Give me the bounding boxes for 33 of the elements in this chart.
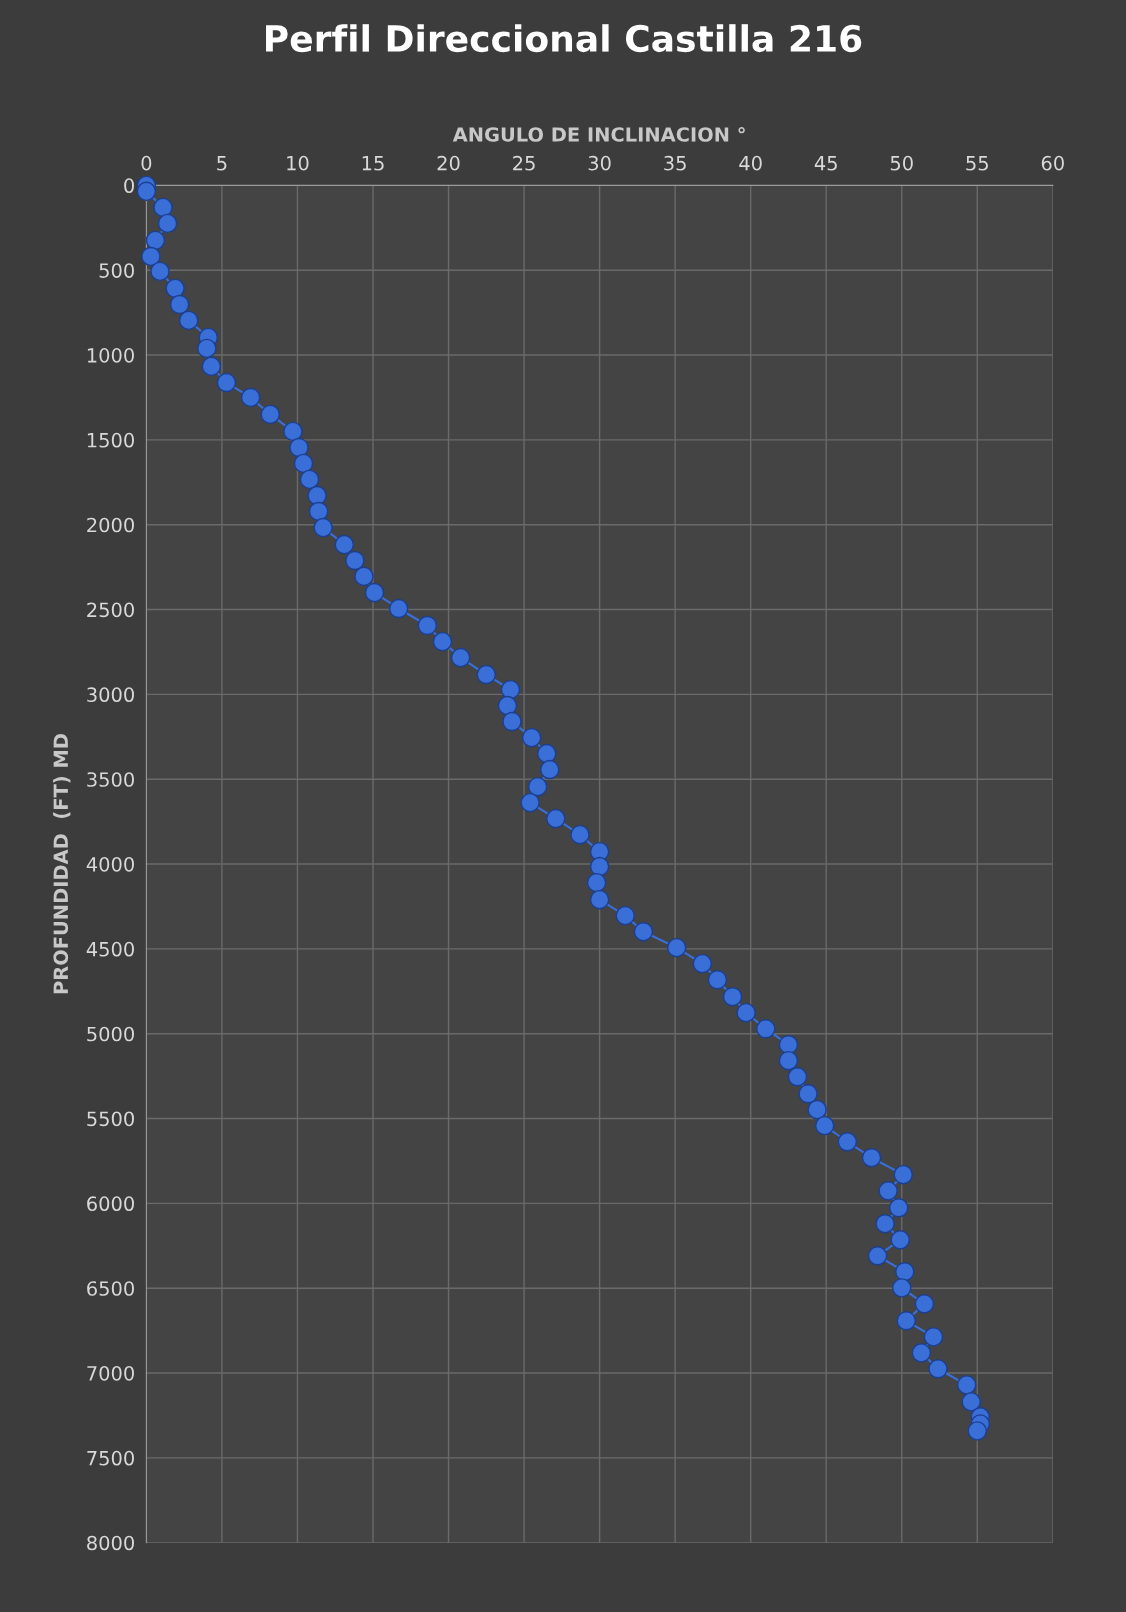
y-tick-label: 3500	[87, 772, 134, 787]
x-tick-label: 5	[217, 156, 227, 171]
y-axis-title: PROFUNDIDAD (FT) MD	[53, 734, 71, 994]
x-tick-label: 35	[664, 155, 686, 171]
x-tick-label: 45	[814, 156, 837, 171]
x-tick-label: 10	[287, 155, 309, 171]
y-tick-label: 6500	[87, 1281, 134, 1296]
x-tick-label: 15	[362, 156, 384, 171]
y-tick-label: 8000	[87, 1535, 134, 1551]
x-tick-label: 50	[890, 155, 913, 171]
chart-title: Perfil Direccional Castilla 216	[266, 24, 862, 53]
x-axis-title: ANGULO DE INCLINACION °	[452, 127, 745, 142]
y-tick-label: 2500	[87, 602, 134, 618]
y-tick-label: 5500	[87, 1111, 134, 1127]
y-tick-label: 1000	[87, 348, 134, 363]
x-tick-label: 40	[739, 155, 762, 171]
y-tick-label: 4000	[86, 856, 134, 872]
y-tick-label: 500	[99, 263, 134, 278]
y-tick-label: 7000	[87, 1365, 134, 1381]
y-tick-label: 1500	[87, 432, 134, 448]
y-tick-label: 7500	[87, 1450, 134, 1466]
x-tick-label: 25	[513, 155, 535, 171]
x-tick-label: 60	[1041, 155, 1064, 171]
y-tick-label: 3000	[87, 687, 134, 703]
y-tick-label: 5000	[87, 1026, 134, 1042]
x-tick-label: 30	[588, 155, 611, 171]
y-tick-label: 4500	[86, 941, 134, 957]
x-tick-label: 20	[437, 155, 460, 171]
x-tick-label: 0	[141, 155, 152, 171]
y-tick-label: 0	[124, 178, 134, 194]
y-tick-label: 2000	[87, 517, 134, 533]
x-tick-label: 55	[966, 156, 988, 171]
y-tick-label: 6000	[87, 1196, 134, 1212]
